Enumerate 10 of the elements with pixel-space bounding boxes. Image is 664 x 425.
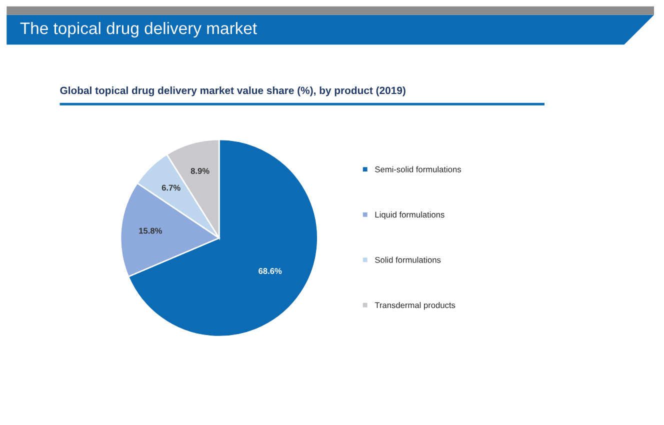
data-label: 8.9% bbox=[190, 168, 210, 174]
legend-label: Solid formulations bbox=[375, 256, 441, 263]
legend-label: Transdermal products bbox=[374, 302, 456, 310]
chart-subtitle: Global topical drug delivery market value share (%), by product (2019) bbox=[60, 86, 406, 96]
data-label: 68.6% bbox=[258, 268, 282, 274]
data-label: 6.7% bbox=[162, 184, 180, 191]
data-label: 15.8% bbox=[139, 228, 162, 234]
chart-title: The topical drug delivery market bbox=[20, 22, 257, 38]
legend-label: Semi-solid formulations bbox=[375, 166, 461, 172]
legend-label: Liquid formulations bbox=[375, 211, 444, 220]
